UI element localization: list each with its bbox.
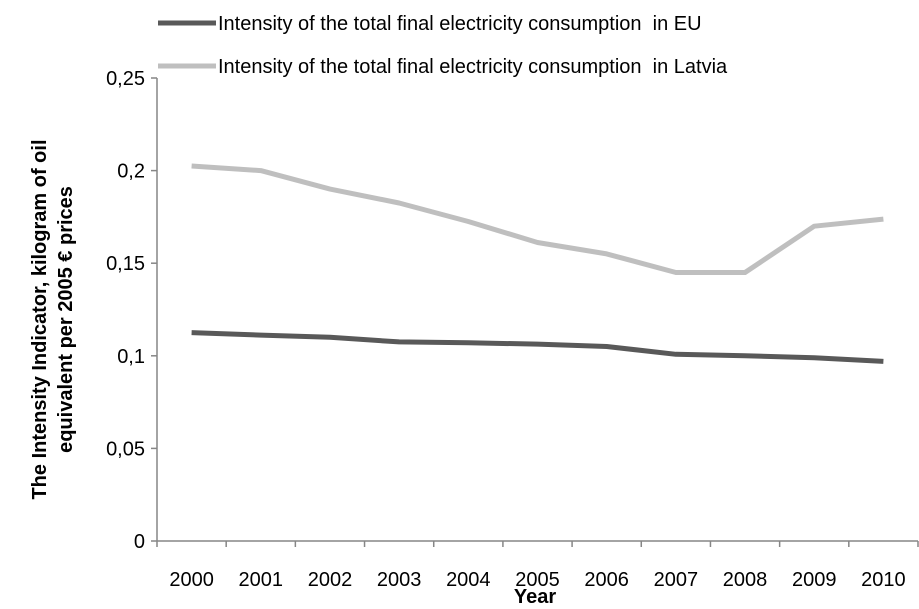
x-axis-title: Year — [514, 586, 556, 608]
x-tick-label: 2001 — [239, 569, 284, 591]
x-tick-label: 2004 — [446, 569, 491, 591]
y-tick-label: 0,25 — [106, 68, 145, 90]
axes: 0 0,05 0,1 0,15 0,2 0,25 2000 2001 2002 2003 2004 2… — [106, 68, 919, 591]
x-tick-label: 2010 — [861, 569, 906, 591]
y-tick-label: 0 — [134, 531, 145, 553]
x-tick-label: 2006 — [584, 569, 629, 591]
y-tick-label: 0,2 — [117, 161, 145, 183]
y-axis-title-line: The Intensity Indicator, kilogram of oil — [29, 139, 51, 499]
x-tick-label: 2007 — [654, 569, 699, 591]
y-tick-label: 0,1 — [117, 346, 145, 368]
y-tick-label: 0,05 — [106, 438, 145, 460]
series-lines — [191, 163, 884, 364]
legend-label: Intensity of the total final electricity… — [218, 56, 728, 78]
y-axis-title: The Intensity Indicator, kilogram of oil… — [29, 139, 77, 499]
legend: Intensity of the total final electricity… — [158, 13, 728, 78]
x-tick-label: 2002 — [308, 569, 353, 591]
legend-label: Intensity of the total final electricity… — [218, 13, 702, 35]
series-line-latvia — [191, 163, 884, 275]
y-axis-title-line: equivalent per 2005 € prices — [55, 186, 77, 453]
x-tick-label: 2009 — [792, 569, 837, 591]
y-tick-label: 0,15 — [106, 253, 145, 275]
series-line-eu — [191, 330, 884, 364]
x-tick-label: 2003 — [377, 569, 422, 591]
x-tick-label: 2005 — [515, 569, 560, 591]
x-tick-label: 2000 — [169, 569, 214, 591]
x-tick-label: 2008 — [723, 569, 768, 591]
